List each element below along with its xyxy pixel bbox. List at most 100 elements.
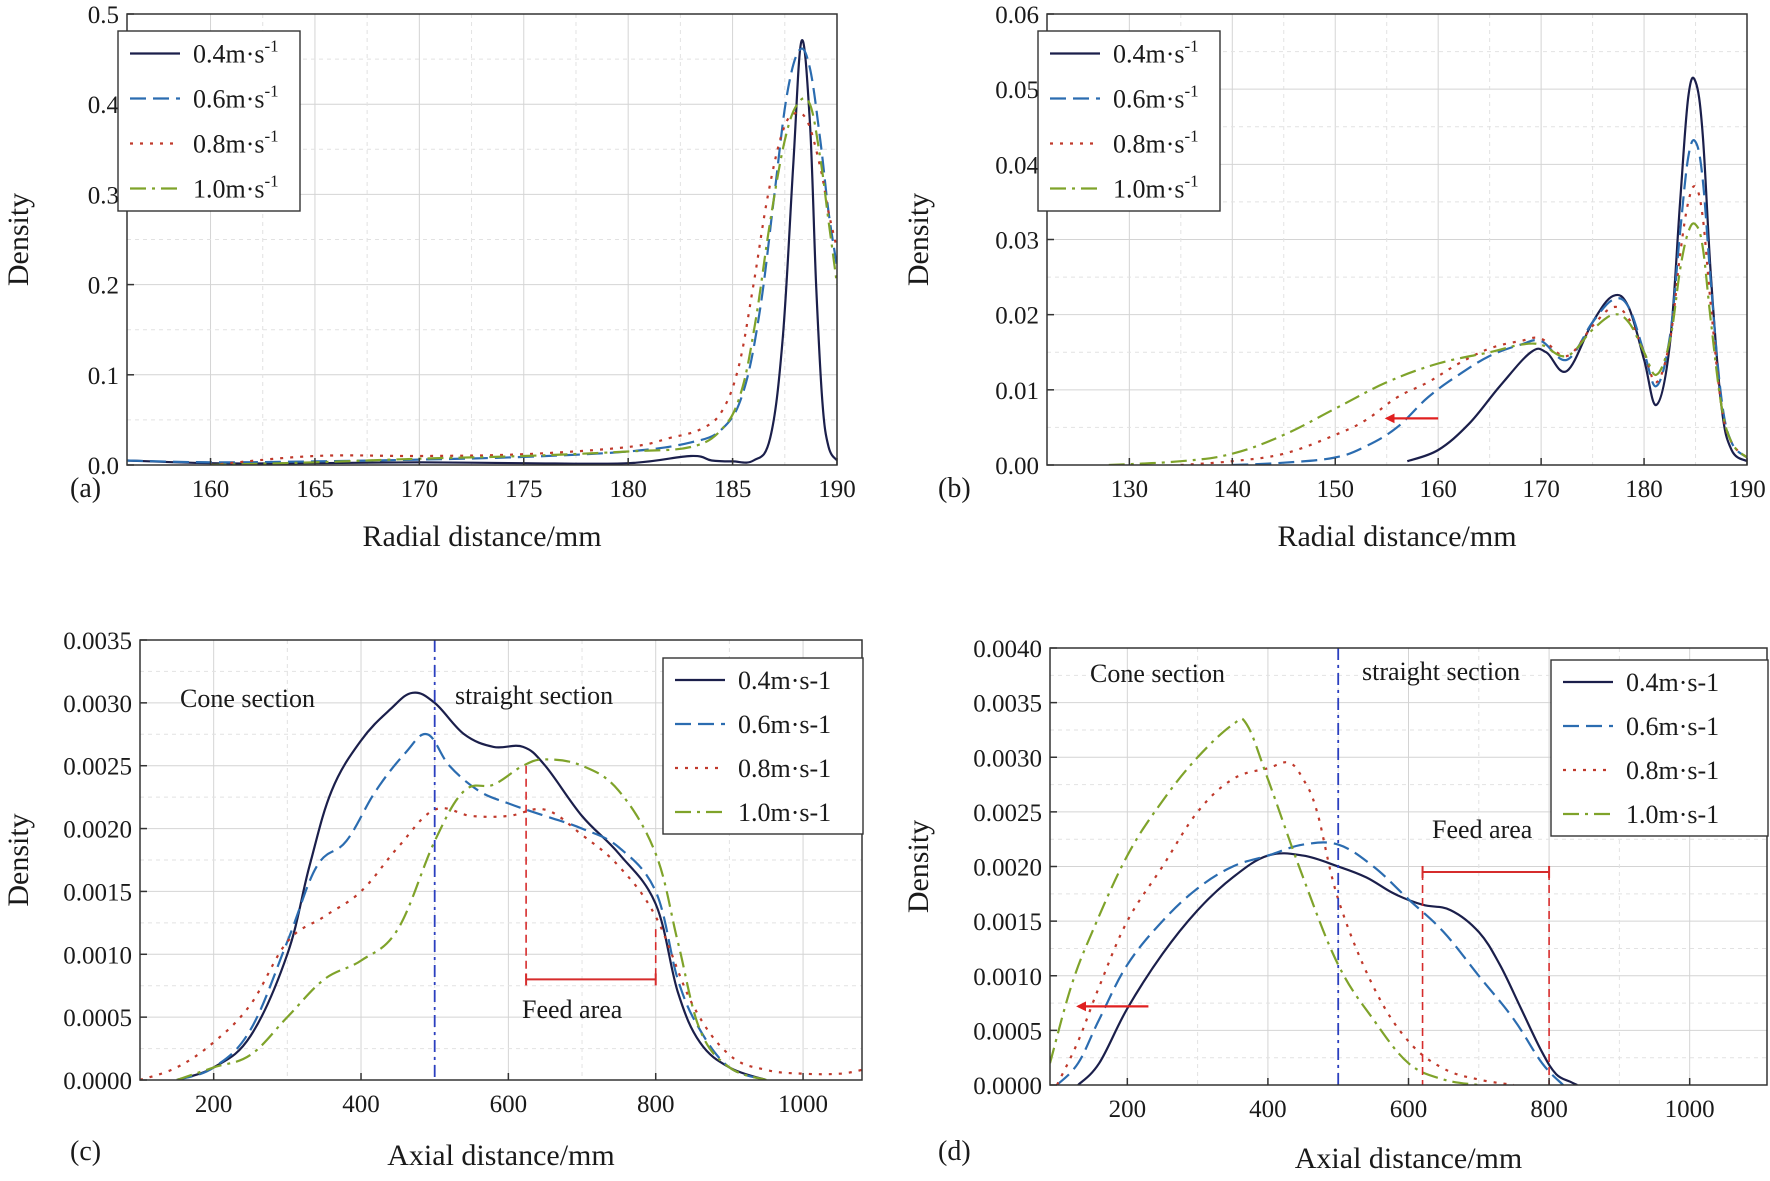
y-tick-label: 0.3 [88, 182, 119, 209]
y-tick-label: 0.0025 [973, 800, 1042, 827]
x-tick-label: 185 [714, 476, 752, 503]
legend-label: 0.4m·s-1 [1113, 37, 1199, 69]
legend-label: 0.6m·s-1 [1113, 82, 1199, 114]
y-tick-label: 0.4 [88, 92, 120, 119]
x-axis-label: Radial distance/mm [362, 520, 601, 553]
series-group [1050, 717, 1578, 1085]
x-axis-label: Radial distance/mm [1277, 520, 1516, 553]
y-tick-label: 0.0015 [973, 909, 1042, 936]
y-tick-label: 0.0030 [973, 745, 1042, 772]
series-group [127, 39, 837, 465]
y-tick-label: 0.0030 [63, 691, 132, 718]
cone-section-label: Cone section [1090, 659, 1225, 688]
legend-label: 0.6m·s-1 [738, 710, 831, 739]
y-tick-label: 0.5 [88, 2, 119, 29]
legend-label: 0.8m·s-1 [1626, 756, 1719, 785]
x-tick-label: 130 [1111, 476, 1149, 503]
y-tick-label: 0.1 [88, 363, 119, 390]
plot-frame [139, 639, 863, 1081]
x-tick-label: 140 [1214, 476, 1252, 503]
y-tick-label: 0.04 [995, 152, 1039, 179]
x-tick-label: 160 [1419, 476, 1457, 503]
legend: 0.4m·s-1 0.6m·s-1 0.8m·s-1 1.0m·s-1 [1550, 659, 1769, 837]
x-tick-label: 175 [505, 476, 543, 503]
y-tick-label: 0.01 [995, 378, 1039, 405]
y-tick-label: 0.0040 [973, 636, 1042, 663]
series-line-0-6 [1056, 841, 1564, 1085]
legend-box [1037, 30, 1221, 212]
panel-label: (b) [938, 473, 971, 504]
x-tick-label: 600 [1390, 1096, 1428, 1123]
legend-box [1550, 659, 1769, 837]
axis-ticks: 200 400 600 800 1000 0.0000 0.0005 0.0010 0.0015… [973, 636, 1714, 1123]
y-tick-label: 0.0005 [973, 1018, 1042, 1045]
plot-frame [126, 13, 838, 466]
y-tick-label: 0.0020 [973, 855, 1042, 882]
legend-label: 0.8m·s-1 [193, 127, 279, 159]
series-line-0-6 [1232, 139, 1747, 465]
y-tick-label: 0.0 [88, 453, 119, 480]
legend: 0.4m·s-1 0.6m·s-1 0.8m·s-1 1.0m·s-1 [662, 657, 864, 835]
x-tick-label: 800 [1530, 1096, 1568, 1123]
y-tick-label: 0.0035 [63, 628, 132, 655]
y-tick-label: 0.0000 [63, 1068, 132, 1095]
x-tick-label: 170 [401, 476, 439, 503]
legend-label: 0.6m·s-1 [193, 82, 279, 114]
y-tick-label: 0.02 [995, 303, 1039, 330]
series-line-0-4 [127, 39, 837, 465]
legend-label: 0.4m·s-1 [1626, 668, 1719, 697]
legend-label: 1.0m·s-1 [193, 172, 279, 204]
x-tick-label: 180 [1625, 476, 1663, 503]
x-tick-label: 1000 [1665, 1096, 1715, 1123]
x-tick-label: 190 [818, 476, 856, 503]
x-tick-label: 170 [1522, 476, 1560, 503]
series-line-0-8 [210, 111, 837, 465]
series-line-1-0 [176, 758, 767, 1080]
series-line-0-6 [127, 47, 837, 464]
x-tick-label: 180 [609, 476, 647, 503]
y-axis-label: Density [902, 193, 935, 286]
series-line-1-0 [1108, 222, 1747, 465]
y-tick-label: 0.0010 [973, 964, 1042, 991]
x-tick-label: 160 [192, 476, 230, 503]
x-tick-label: 400 [1249, 1096, 1287, 1123]
x-tick-label: 190 [1728, 476, 1766, 503]
chart-panel-2: 130 140 150 160 170 180 190 0.00 0.01 0.02 0.03 0.0… [902, 2, 1766, 553]
legend: 0.4m·s-1 0.6m·s-1 0.8m·s-1 1.0m·s-1 [1037, 30, 1221, 212]
feed-area-label: Feed area [1432, 815, 1533, 844]
legend-label: 0.4m·s-1 [738, 666, 831, 695]
feed-area-bracket [1421, 865, 1551, 1085]
x-tick-label: 600 [490, 1091, 528, 1118]
legend-label: 0.4m·s-1 [193, 37, 279, 69]
y-tick-label: 0.0020 [63, 817, 132, 844]
straight-section-label: straight section [1362, 657, 1520, 686]
legend: 0.4m·s-1 0.6m·s-1 0.8m·s-1 1.0m·s-1 [117, 30, 301, 212]
y-tick-label: 0.06 [995, 2, 1039, 29]
legend-box [117, 30, 301, 212]
series-line-0-4 [1077, 852, 1578, 1085]
y-axis-label: Density [902, 820, 935, 913]
feed-area-bracket [525, 765, 657, 986]
series-line-1-0 [210, 97, 837, 465]
x-tick-label: 200 [195, 1091, 233, 1118]
panel-label: (d) [938, 1136, 971, 1167]
legend-label: 1.0m·s-1 [738, 798, 831, 827]
legend-box [662, 657, 864, 835]
series-line-0-4 [176, 691, 767, 1080]
x-tick-label: 150 [1316, 476, 1354, 503]
x-tick-label: 800 [637, 1091, 675, 1118]
y-tick-label: 0.2 [88, 273, 119, 300]
panel-label: (c) [70, 1136, 101, 1167]
axis-ticks: 160 165 170 175 180 185 190 0.0 0.1 0.2 0.3 0.4 0.5 [88, 2, 856, 503]
y-tick-label: 0.0025 [63, 754, 132, 781]
series-line-0-6 [176, 732, 767, 1080]
y-axis-label: Density [2, 193, 35, 286]
x-axis-label: Axial distance/mm [387, 1139, 614, 1172]
legend-label: 0.6m·s-1 [1626, 712, 1719, 741]
series-group [1108, 76, 1747, 465]
chart-panel-1: 160 165 170 175 180 185 190 0.0 0.1 0.2 0.3 0.4 0.5 R… [2, 2, 856, 553]
legend-label: 1.0m·s-1 [1113, 172, 1199, 204]
axis-ticks: 130 140 150 160 170 180 190 0.00 0.01 0.02 0.03 0.0… [995, 2, 1766, 503]
